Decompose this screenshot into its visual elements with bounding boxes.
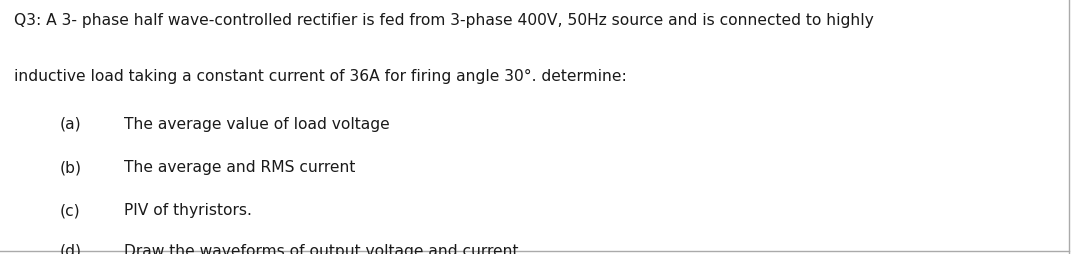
Text: PIV of thyristors.: PIV of thyristors. — [124, 203, 252, 218]
Text: The average value of load voltage: The average value of load voltage — [124, 117, 390, 132]
Text: (a): (a) — [59, 117, 81, 132]
Text: (c): (c) — [59, 203, 80, 218]
Text: (d): (d) — [59, 244, 81, 254]
Text: (b): (b) — [59, 160, 81, 175]
Text: The average and RMS current: The average and RMS current — [124, 160, 355, 175]
Text: Draw the waveforms of output voltage and current.: Draw the waveforms of output voltage and… — [124, 244, 524, 254]
Text: Q3: A 3- phase half wave-controlled rectifier is fed from 3-phase 400V, 50Hz sou: Q3: A 3- phase half wave-controlled rect… — [14, 13, 874, 28]
Text: inductive load taking a constant current of 36A for firing angle 30°. determine:: inductive load taking a constant current… — [14, 69, 626, 84]
